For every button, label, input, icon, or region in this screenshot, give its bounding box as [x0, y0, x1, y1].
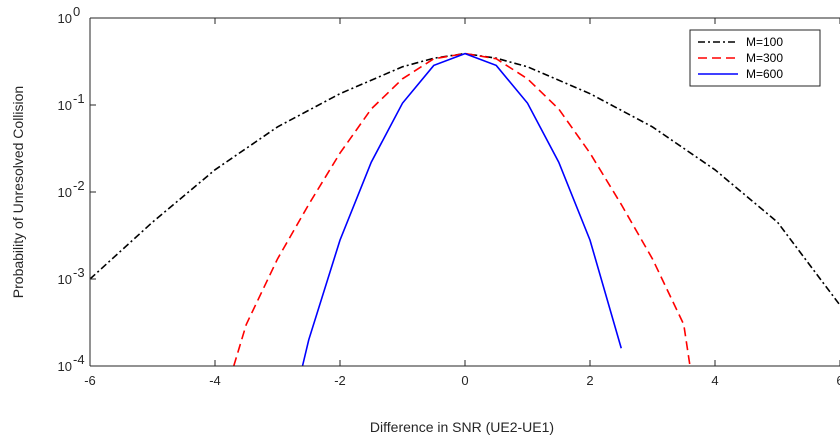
- x-tick-label: 4: [711, 373, 718, 388]
- x-tick-label: -6: [84, 373, 96, 388]
- x-axis-title: Difference in SNR (UE2-UE1): [370, 419, 554, 435]
- y-tick-label: 10: [58, 98, 72, 113]
- y-tick-label: 10: [58, 11, 72, 26]
- x-tick-label: -4: [209, 373, 221, 388]
- y-tick-exponent: -3: [73, 265, 85, 280]
- y-tick-exponent: 0: [73, 4, 80, 19]
- y-tick-exponent: -1: [73, 91, 85, 106]
- x-tick-label: 6: [836, 373, 840, 388]
- series-line-1: [89, 52, 840, 306]
- legend-label-2: M=300: [746, 51, 783, 65]
- x-tick-label: -2: [334, 373, 346, 388]
- legend-label-3: M=600: [746, 67, 783, 81]
- legend-label-1: M=100: [746, 35, 783, 49]
- series-line-2: [232, 52, 691, 367]
- series-line-3: [301, 52, 623, 367]
- series-layer: [89, 52, 840, 367]
- y-tick-exponent: -4: [73, 352, 85, 367]
- legend: M=100 M=300 M=600: [689, 29, 821, 87]
- legend-box: [689, 29, 821, 87]
- x-tick-label: 2: [586, 373, 593, 388]
- y-tick-label: 10: [58, 272, 72, 287]
- y-axis-title: Probability of Unresolved Collision: [10, 86, 26, 298]
- x-tick-label: 0: [461, 373, 468, 388]
- y-tick-label: 10: [58, 185, 72, 200]
- y-tick-label: 10: [58, 359, 72, 374]
- y-tick-exponent: -2: [73, 178, 85, 193]
